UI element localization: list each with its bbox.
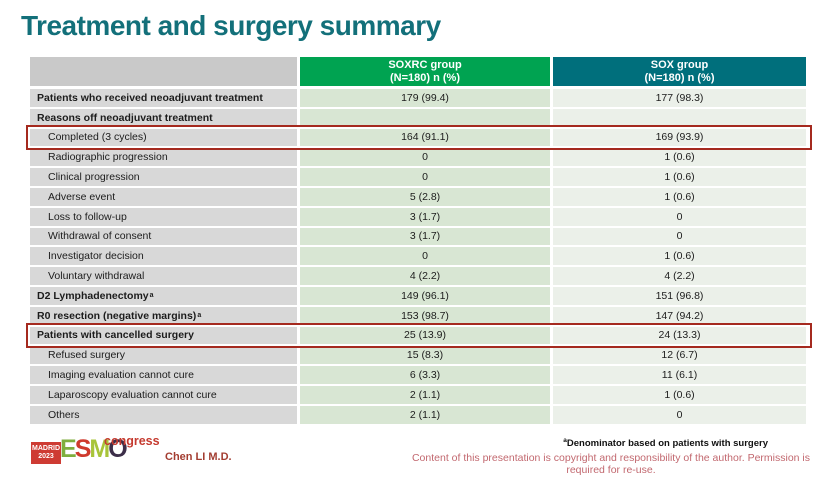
table-row: Reasons off neoadjuvant treatment [30,108,806,127]
row-label: Patients with cancelled surgery [30,326,297,345]
soxrc-value: 2 (1.1) [300,405,550,424]
table-row: D2 Lymphadenectomy a 149 (96.1) 151 (96.8) [30,286,806,305]
sox-value [553,108,806,127]
soxrc-value: 3 (1.7) [300,207,550,226]
row-label: Clinical progression [30,168,297,186]
row-label: Adverse event [30,187,297,206]
soxrc-value: 0 [300,168,550,186]
soxrc-value: 0 [300,247,550,266]
table-row: Laparoscopy evaluation cannot cure 2 (1.1… [30,385,806,404]
table-row: Completed (3 cycles) 164 (91.1) 169 (93.9) [26,125,812,150]
row-label: Laparoscopy evaluation cannot cure [30,385,297,404]
row-label: Completed (3 cycles) [30,128,297,147]
table-row: Refused surgery 15 (8.3) 12 (6.7) [30,346,806,365]
summary-table: SOXRC group (N=180) n (%) SOX group (N=1… [26,57,812,426]
sox-value: 4 (2.2) [553,267,806,285]
table-row: Patients with cancelled surgery 25 (13.9)… [26,323,812,348]
row-label: Radiographic progression [30,148,297,167]
row-label: Reasons off neoadjuvant treatment [30,108,297,127]
row-label: Withdrawal of consent [30,227,297,246]
congress-label: congress [104,434,160,448]
table-header-row: SOXRC group (N=180) n (%) SOX group (N=1… [30,57,806,86]
table-row: Investigator decision 0 1 (0.6) [30,247,806,266]
table-row: Clinical progression 0 1 (0.6) [30,168,806,186]
row-label: Imaging evaluation cannot cure [30,366,297,384]
sox-value: 1 (0.6) [553,247,806,266]
footnote-superscript: a [563,436,567,444]
header-sox-line1: SOX group [650,58,709,71]
esmo-letter: M [89,435,110,463]
sox-value: 0 [553,405,806,424]
sox-value: 0 [553,207,806,226]
sox-value: 151 (96.8) [553,286,806,305]
table-row: R0 resection (negative margins) a 153 (98.… [30,306,806,325]
copyright-notice: Content of this presentation is copyrigh… [411,452,811,476]
header-sox-group: SOX group (N=180) n (%) [553,57,806,86]
sox-value: 177 (98.3) [553,89,806,107]
soxrc-value: 25 (13.9) [300,326,550,345]
row-label: R0 resection (negative margins) a [30,306,297,325]
sox-value: 1 (0.6) [553,187,806,206]
header-soxrc-line2: (N=180) n (%) [390,71,460,84]
page-title: Treatment and surgery summary [21,10,441,41]
footnote: aDenominator based on patients with surg… [563,436,768,449]
soxrc-value: 5 (2.8) [300,187,550,206]
footnote-text: Denominator based on patients with surge… [566,438,768,449]
row-label: Loss to follow-up [30,207,297,226]
badge-year: 2023 [38,453,54,460]
header-soxrc-line1: SOXRC group [388,58,462,71]
row-label: Investigator decision [30,247,297,266]
table-row: Imaging evaluation cannot cure 6 (3.3) 11 … [30,366,806,384]
header-soxrc-group: SOXRC group (N=180) n (%) [300,57,550,86]
sox-value: 24 (13.3) [553,326,806,345]
sox-value: 1 (0.6) [553,385,806,404]
table-row: Radiographic progression 0 1 (0.6) [30,148,806,167]
header-empty-cell [30,57,297,86]
sox-value: 169 (93.9) [553,128,806,147]
soxrc-value: 179 (99.4) [300,89,550,107]
esmo-letter: E [60,435,77,463]
table-body: Patients who received neoadjuvant treatm… [26,89,812,424]
madrid-2023-badge: MADRID 2023 [31,442,61,464]
soxrc-value: 15 (8.3) [300,346,550,365]
row-label: Patients who received neoadjuvant treatm… [30,89,297,107]
sox-value: 12 (6.7) [553,346,806,365]
table-row: Adverse event 5 (2.8) 1 (0.6) [30,187,806,206]
soxrc-value: 153 (98.7) [300,306,550,325]
soxrc-value: 149 (96.1) [300,286,550,305]
soxrc-value: 0 [300,148,550,167]
sox-value: 147 (94.2) [553,306,806,325]
esmo-letter: S [74,435,92,463]
esmo-letter: O [108,435,128,463]
author-name: Chen LI M.D. [165,451,232,463]
row-label: Refused surgery [30,346,297,365]
sox-value: 1 (0.6) [553,148,806,167]
table-row: Loss to follow-up 3 (1.7) 0 [30,207,806,226]
sox-value: 11 (6.1) [553,366,806,384]
badge-city: MADRID [32,445,60,452]
header-sox-line2: (N=180) n (%) [644,71,715,84]
soxrc-value [300,108,550,127]
sox-value: 0 [553,227,806,246]
row-label: D2 Lymphadenectomy a [30,286,297,305]
esmo-logo: ESMO [60,435,128,463]
table-row: Patients who received neoadjuvant treatm… [30,89,806,107]
soxrc-value: 3 (1.7) [300,227,550,246]
row-label: Voluntary withdrawal [30,267,297,285]
soxrc-value: 2 (1.1) [300,385,550,404]
soxrc-value: 164 (91.1) [300,128,550,147]
sox-value: 1 (0.6) [553,168,806,186]
soxrc-value: 6 (3.3) [300,366,550,384]
row-label: Others [30,405,297,424]
table-row: Others 2 (1.1) 0 [30,405,806,424]
soxrc-value: 4 (2.2) [300,267,550,285]
table-row: Voluntary withdrawal 4 (2.2) 4 (2.2) [30,267,806,285]
table-row: Withdrawal of consent 3 (1.7) 0 [30,227,806,246]
